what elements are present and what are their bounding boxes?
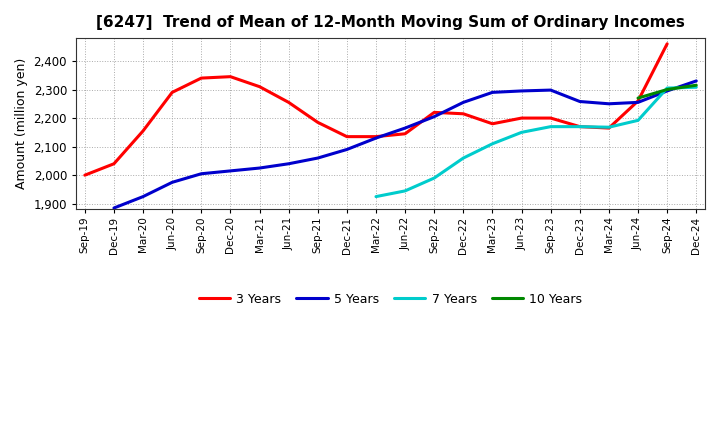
3 Years (546, 115, 555, 121)
5 Years (401, 125, 410, 131)
Line: 5 Years: 5 Years (114, 81, 696, 208)
10 Years (663, 87, 672, 92)
5 Years (284, 161, 293, 166)
7 Years (605, 125, 613, 130)
3 Years (168, 90, 176, 95)
7 Years (634, 118, 642, 123)
5 Years (168, 180, 176, 185)
Line: 7 Years: 7 Years (376, 87, 696, 197)
7 Years (663, 85, 672, 91)
3 Years (401, 131, 410, 136)
7 Years (575, 124, 584, 129)
Y-axis label: Amount (million yen): Amount (million yen) (15, 58, 28, 189)
3 Years (372, 134, 380, 139)
5 Years (605, 101, 613, 106)
5 Years (488, 90, 497, 95)
7 Years (372, 194, 380, 199)
7 Years (401, 188, 410, 194)
3 Years (488, 121, 497, 126)
5 Years (517, 88, 526, 94)
5 Years (197, 171, 206, 176)
7 Years (488, 141, 497, 147)
5 Years (692, 78, 701, 84)
7 Years (517, 130, 526, 135)
7 Years (692, 84, 701, 90)
3 Years (139, 128, 148, 134)
3 Years (459, 111, 468, 117)
3 Years (81, 172, 89, 178)
5 Years (663, 88, 672, 94)
Line: 10 Years: 10 Years (638, 85, 696, 98)
3 Years (634, 98, 642, 103)
5 Years (546, 88, 555, 93)
5 Years (255, 165, 264, 171)
3 Years (343, 134, 351, 139)
3 Years (255, 84, 264, 89)
5 Years (575, 99, 584, 104)
3 Years (109, 161, 118, 166)
10 Years (634, 95, 642, 101)
3 Years (575, 124, 584, 129)
3 Years (605, 125, 613, 131)
5 Years (139, 194, 148, 199)
3 Years (517, 115, 526, 121)
Line: 3 Years: 3 Years (85, 44, 667, 175)
5 Years (430, 114, 438, 119)
5 Years (459, 100, 468, 105)
5 Years (313, 155, 322, 161)
5 Years (109, 205, 118, 211)
3 Years (430, 110, 438, 115)
Title: [6247]  Trend of Mean of 12-Month Moving Sum of Ordinary Incomes: [6247] Trend of Mean of 12-Month Moving … (96, 15, 685, 30)
3 Years (663, 41, 672, 47)
7 Years (459, 155, 468, 161)
3 Years (197, 75, 206, 81)
Legend: 3 Years, 5 Years, 7 Years, 10 Years: 3 Years, 5 Years, 7 Years, 10 Years (194, 288, 588, 311)
5 Years (343, 147, 351, 152)
3 Years (284, 100, 293, 105)
3 Years (226, 74, 235, 79)
5 Years (226, 168, 235, 173)
3 Years (313, 120, 322, 125)
5 Years (372, 136, 380, 141)
7 Years (430, 176, 438, 181)
5 Years (634, 100, 642, 105)
10 Years (692, 83, 701, 88)
7 Years (546, 124, 555, 129)
